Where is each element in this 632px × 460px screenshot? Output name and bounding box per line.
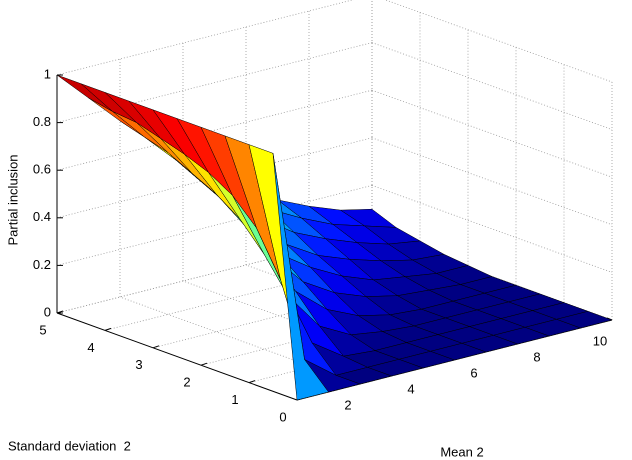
z-tick-label: 0.8 — [33, 114, 51, 129]
surface-patch — [272, 153, 329, 401]
y-tick-label: 5 — [39, 322, 46, 337]
z-tick-label: 0.2 — [33, 257, 51, 272]
y-tick-label: 4 — [87, 340, 94, 355]
x-axis-label: Mean 2 — [440, 444, 483, 459]
y-tick — [200, 362, 208, 366]
grid-line — [371, 42, 613, 130]
z-tick-label: 0.4 — [33, 209, 51, 224]
grid-line — [371, 137, 613, 226]
y-tick-label: 0 — [279, 409, 286, 424]
x-tick-label: 6 — [470, 365, 477, 380]
y-tick-label: 1 — [231, 392, 238, 407]
y-tick — [104, 327, 112, 331]
x-tick-label: 10 — [593, 333, 607, 348]
grid-line — [384, 0, 613, 83]
grid-line — [56, 185, 373, 266]
grid-line — [56, 89, 373, 171]
x-tick-label: 2 — [344, 397, 351, 412]
y-tick — [248, 380, 256, 384]
y-tick-label: 3 — [135, 357, 142, 372]
x-tick-label: 4 — [407, 381, 414, 396]
z-axis-label: Partial inclusion — [5, 154, 20, 245]
x-tick-label: 8 — [533, 349, 540, 364]
grid-line — [56, 42, 373, 123]
z-tick-label: 0.6 — [33, 162, 51, 177]
y-tick-label: 2 — [183, 375, 190, 390]
grid-line — [371, 89, 613, 178]
y-tick — [56, 310, 64, 314]
z-tick-label: 1 — [44, 66, 51, 81]
grid-line — [371, 185, 613, 273]
box-edge — [56, 312, 298, 401]
grid-line — [56, 0, 354, 76]
y-tick — [152, 345, 160, 349]
z-tick-label: 0 — [44, 304, 51, 319]
y-axis-label: Standard deviation 2 — [8, 438, 131, 453]
